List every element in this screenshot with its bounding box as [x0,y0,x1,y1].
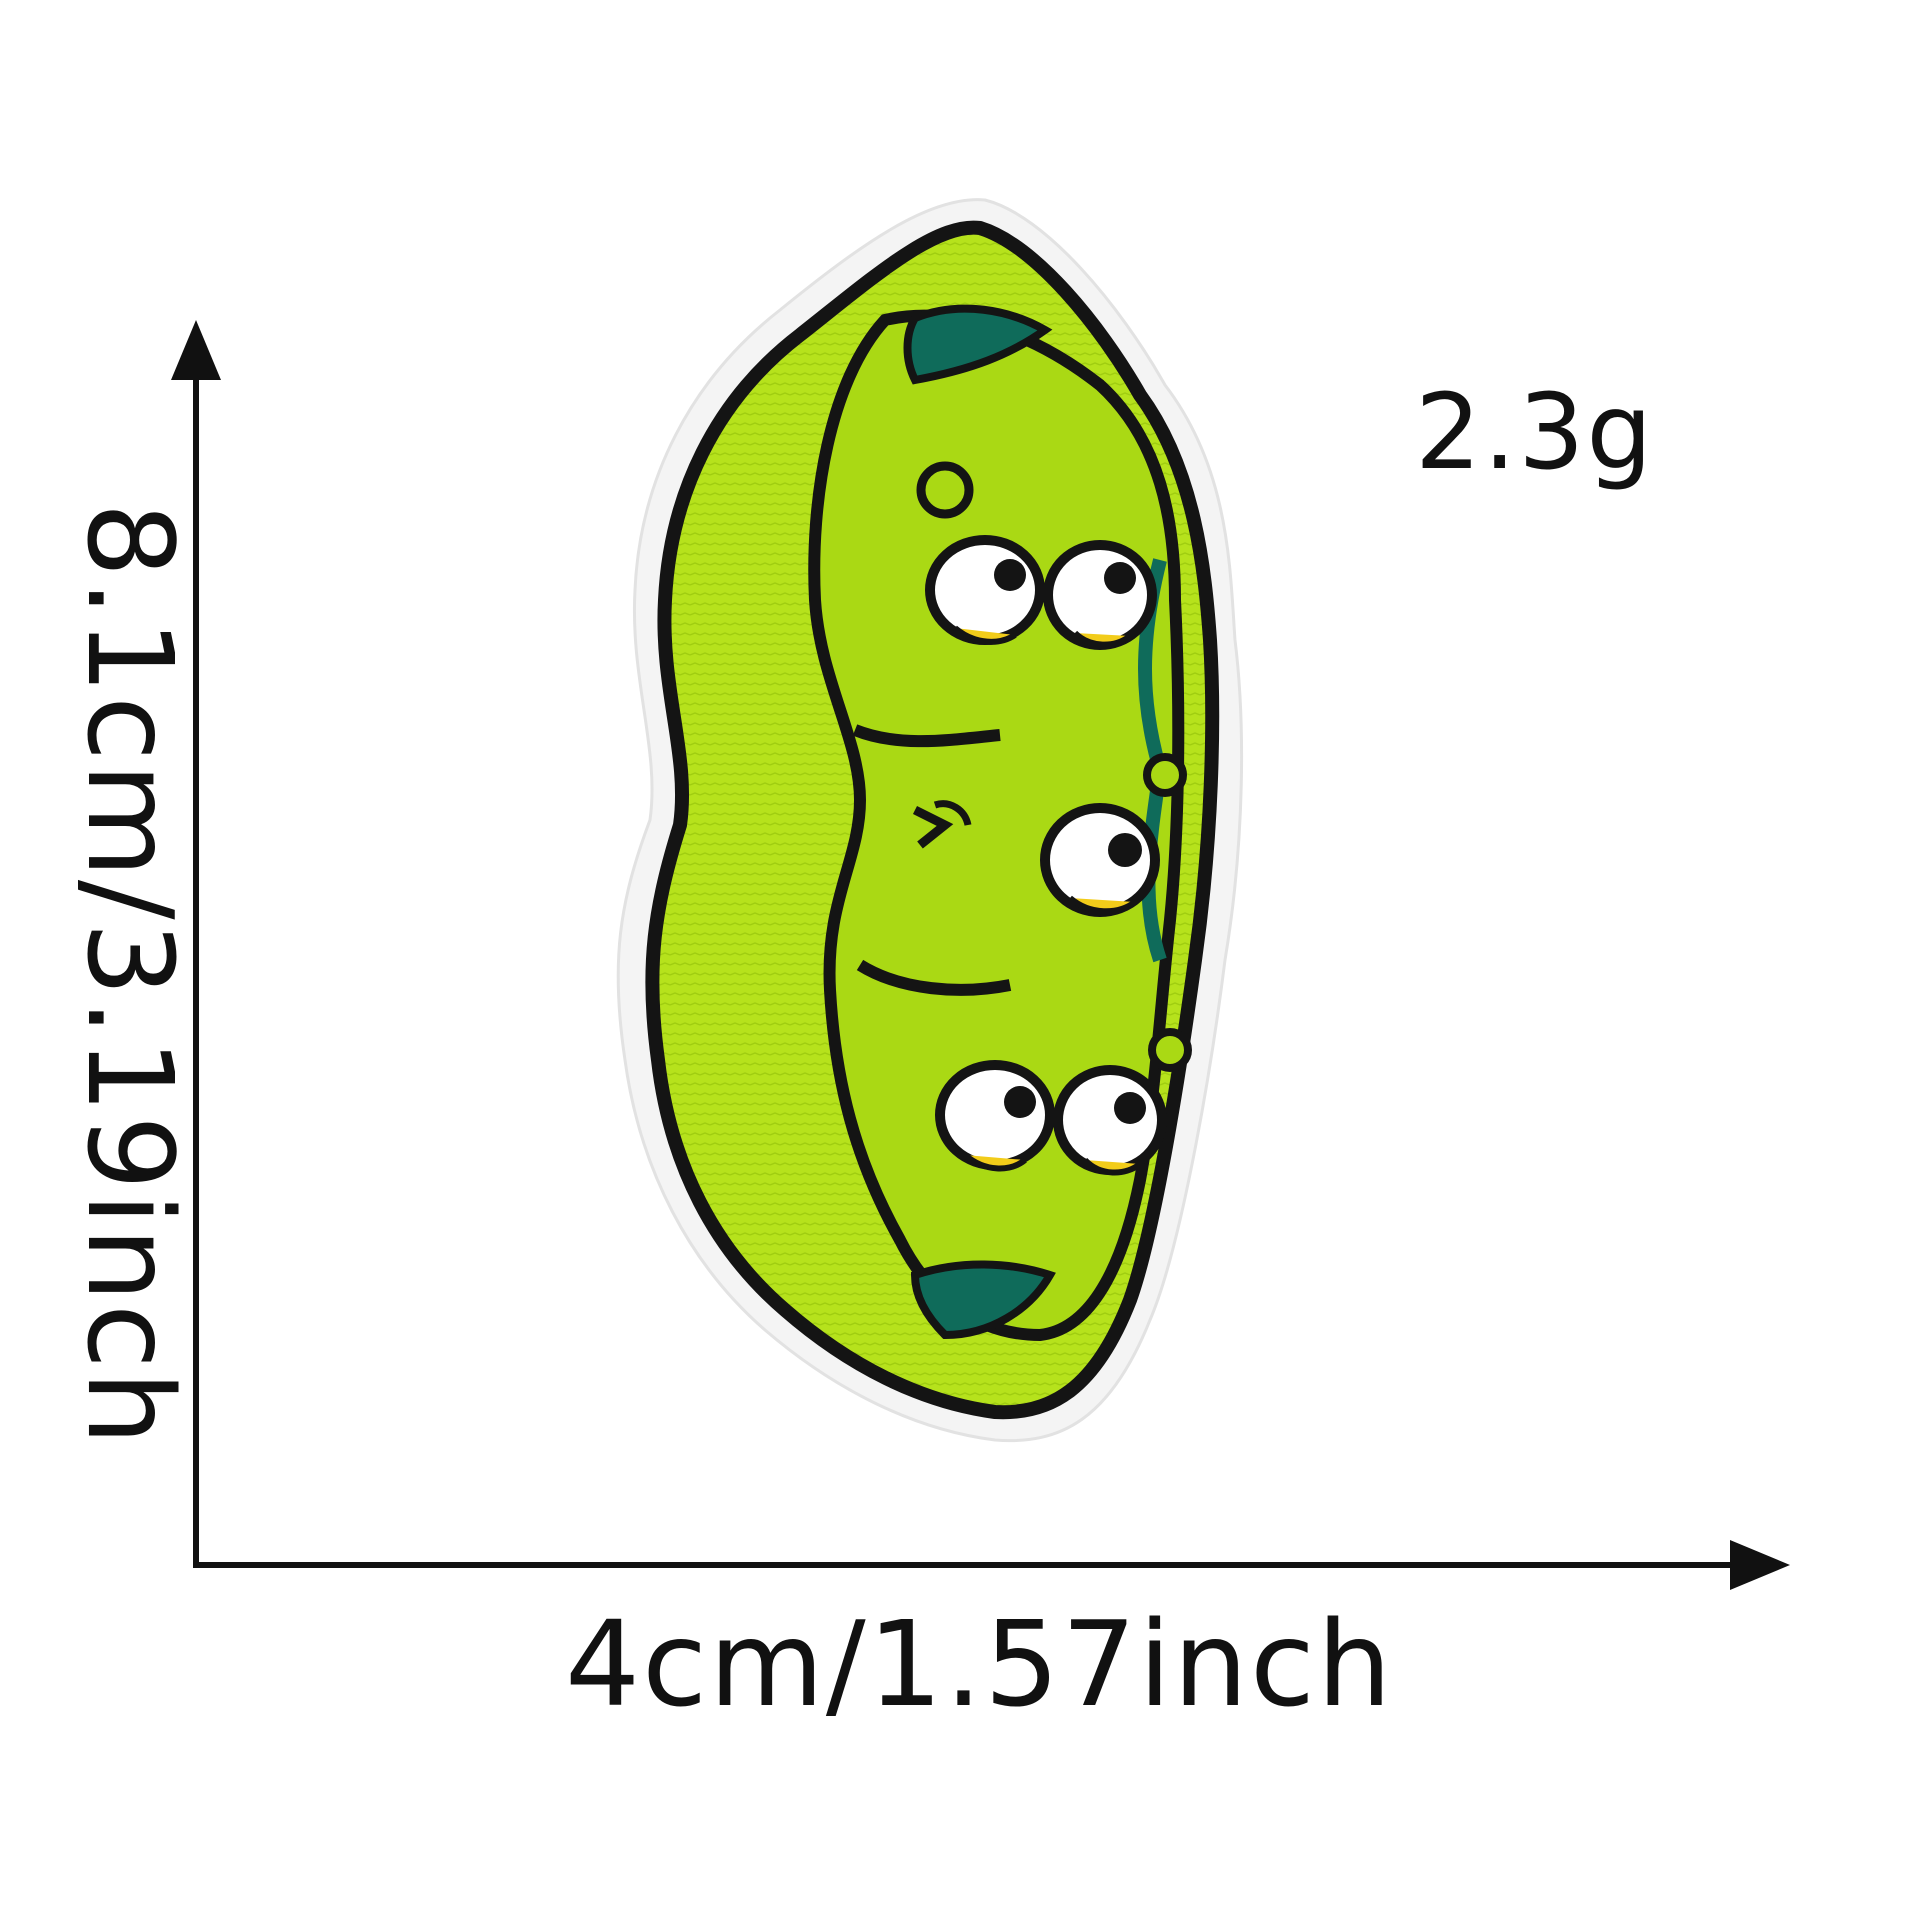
width-dimension-label: 4cm/1.57inch [565,1595,1394,1733]
pea-pod-patch [616,198,1244,1443]
pea-divider-bottom [856,959,1012,996]
pod-tip-top [903,304,1053,385]
pod-tip-bottom [910,1260,1056,1340]
height-dimension-label: 8.1cm/3.19inch [61,502,199,1448]
middle-pea-face [912,753,1187,917]
pea-divider-top [852,724,1001,748]
top-pea-face [916,461,1157,650]
bottom-pea-face [935,1028,1192,1176]
weight-label: 2.3g [1415,371,1655,493]
